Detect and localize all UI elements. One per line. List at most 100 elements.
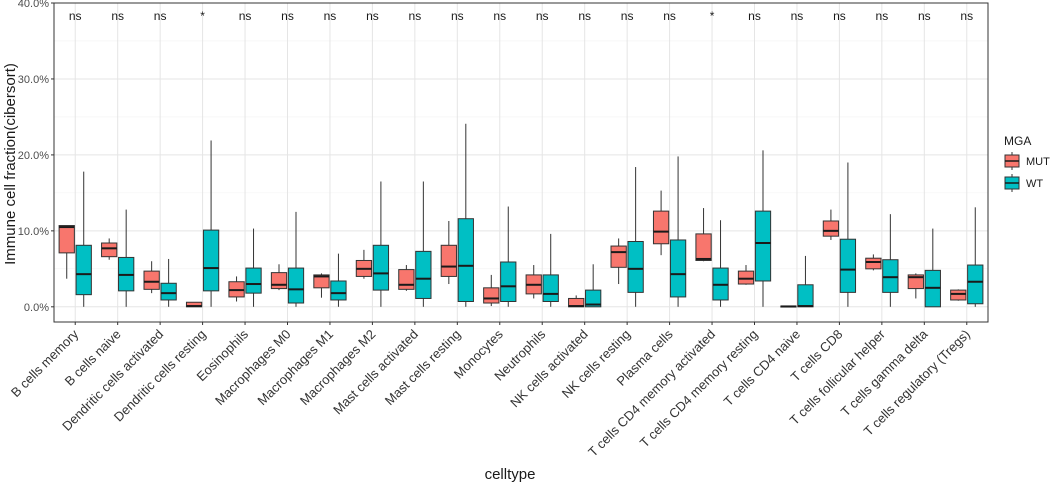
box-body: [839, 238, 857, 293]
box-body: [967, 264, 984, 305]
box-mut: [313, 273, 330, 298]
box-body: [245, 267, 262, 294]
box-body: [440, 244, 457, 277]
box-body: [143, 270, 160, 290]
x-tick-label: B cells memory: [8, 326, 82, 400]
x-tick-label: Macrophages M2: [297, 327, 379, 409]
significance-label: ns: [409, 9, 422, 23]
box-wt: [500, 206, 517, 307]
box-wt: [160, 258, 177, 307]
box-body: [313, 274, 330, 289]
box-wt: [415, 181, 432, 307]
box-body: [457, 218, 474, 302]
box-body: [652, 210, 670, 245]
box-body: [270, 272, 288, 290]
box-body: [101, 242, 118, 258]
y-axis: 0.0% 10.0% 20.0% 30.0% 40.0%: [18, 0, 54, 314]
y-tick-label: 30.0%: [18, 74, 49, 86]
box-body: [627, 240, 644, 293]
legend-title: MGA: [1004, 134, 1031, 148]
box-wt: [797, 255, 814, 308]
x-tick-label: Mast cells resting: [382, 327, 464, 409]
box-mut: [568, 295, 585, 308]
x-tick-label: Macrophages M0: [212, 327, 294, 409]
box-wt: [967, 207, 984, 307]
significance-label: ns: [876, 9, 889, 23]
box-wt: [669, 156, 687, 307]
legend-label-mut: MUT: [1026, 156, 1050, 168]
box-body: [610, 245, 627, 268]
box-body: [330, 280, 347, 301]
significance-labels: ns ns ns * ns ns ns ns ns ns ns ns ns ns ns * ns ns ns ns ns…: [69, 9, 973, 23]
significance-label: ns: [69, 9, 82, 23]
box-mut: [695, 208, 712, 262]
significance-label: ns: [536, 9, 549, 23]
y-axis-title: Immune cell fraction(cibersort): [2, 63, 19, 265]
box-body: [585, 289, 602, 308]
x-tick-label: T cells CD4 naive: [721, 327, 803, 409]
box-mut: [525, 265, 542, 299]
box-wt: [118, 209, 135, 307]
box-body: [287, 267, 305, 304]
significance-label: ns: [621, 9, 634, 23]
significance-label: *: [200, 9, 205, 23]
box-mut: [440, 220, 457, 285]
box-body: [202, 229, 220, 292]
box-mut: [228, 276, 245, 302]
y-tick-label: 20.0%: [18, 150, 49, 162]
box-wt: [754, 150, 772, 307]
box-mut: [822, 209, 840, 240]
box-mut: [143, 261, 160, 294]
significance-label: ns: [366, 9, 379, 23]
box-mut: [483, 274, 500, 307]
box-wt: [882, 214, 899, 307]
box-wt: [202, 140, 220, 307]
box-wt: [245, 228, 262, 307]
box-body: [542, 274, 559, 302]
box-wt: [924, 228, 941, 308]
box-body: [372, 244, 390, 291]
box-wt: [330, 253, 347, 307]
y-tick-label: 40.0%: [18, 0, 49, 10]
significance-label: ns: [833, 9, 846, 23]
y-tick-label: 10.0%: [18, 226, 49, 238]
box-body: [882, 259, 899, 293]
x-axis-title: celltype: [485, 466, 536, 483]
box-body: [500, 261, 517, 302]
box-body: [737, 270, 755, 285]
significance-label: ns: [239, 9, 252, 23]
legend: MGA MUT WT: [1004, 134, 1050, 192]
significance-label: ns: [791, 9, 804, 23]
box-wt: [585, 264, 602, 308]
significance-label: ns: [451, 9, 464, 23]
significance-label: ns: [493, 9, 506, 23]
box-mut: [355, 249, 373, 279]
box-body: [669, 239, 687, 298]
box-series: [58, 123, 984, 308]
legend-label-wt: WT: [1026, 178, 1043, 190]
box-mut: [610, 238, 627, 285]
significance-label: ns: [111, 9, 124, 23]
box-mut: [398, 265, 415, 291]
box-body: [398, 269, 415, 290]
box-body: [58, 225, 75, 254]
box-wt: [372, 181, 390, 307]
significance-label: ns: [281, 9, 294, 23]
significance-label: ns: [324, 9, 337, 23]
box-body: [907, 274, 924, 290]
box-body: [75, 244, 92, 296]
box-body: [950, 289, 967, 301]
box-mut: [270, 264, 288, 291]
box-body: [415, 250, 432, 299]
significance-label: ns: [960, 9, 973, 23]
box-mut: [652, 190, 670, 256]
box-wt: [839, 162, 857, 307]
significance-label: ns: [748, 9, 761, 23]
y-tick-label: 0.0%: [24, 302, 49, 314]
box-body: [822, 220, 840, 237]
box-wt: [712, 220, 729, 307]
box-wt: [457, 123, 474, 307]
box-wt: [287, 211, 305, 307]
